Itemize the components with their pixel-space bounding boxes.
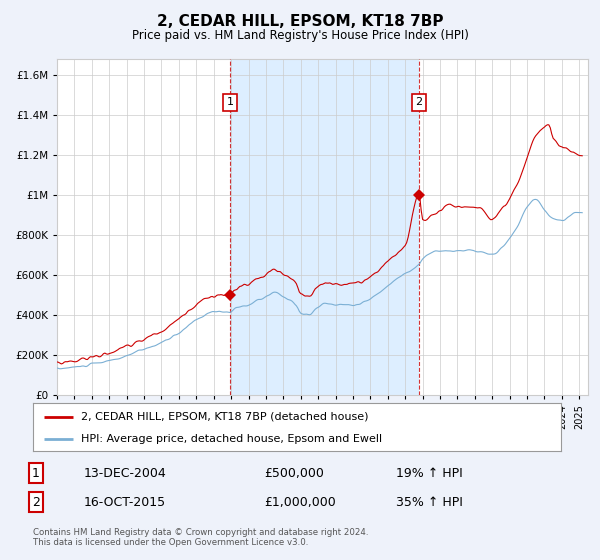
Text: Price paid vs. HM Land Registry's House Price Index (HPI): Price paid vs. HM Land Registry's House … — [131, 29, 469, 42]
Text: 2, CEDAR HILL, EPSOM, KT18 7BP: 2, CEDAR HILL, EPSOM, KT18 7BP — [157, 14, 443, 29]
Text: 35% ↑ HPI: 35% ↑ HPI — [396, 496, 463, 509]
Text: 2: 2 — [415, 97, 422, 108]
Text: 13-DEC-2004: 13-DEC-2004 — [84, 466, 167, 480]
Text: 1: 1 — [227, 97, 234, 108]
Text: 1: 1 — [32, 466, 40, 480]
Text: Contains HM Land Registry data © Crown copyright and database right 2024.
This d: Contains HM Land Registry data © Crown c… — [33, 528, 368, 547]
Bar — [230, 59, 419, 395]
Text: HPI: Average price, detached house, Epsom and Ewell: HPI: Average price, detached house, Epso… — [80, 434, 382, 444]
Text: £1,000,000: £1,000,000 — [264, 496, 336, 509]
Text: 19% ↑ HPI: 19% ↑ HPI — [396, 466, 463, 480]
Text: 16-OCT-2015: 16-OCT-2015 — [84, 496, 166, 509]
Text: 2: 2 — [32, 496, 40, 509]
Text: 2, CEDAR HILL, EPSOM, KT18 7BP (detached house): 2, CEDAR HILL, EPSOM, KT18 7BP (detached… — [80, 412, 368, 422]
Text: £500,000: £500,000 — [264, 466, 324, 480]
